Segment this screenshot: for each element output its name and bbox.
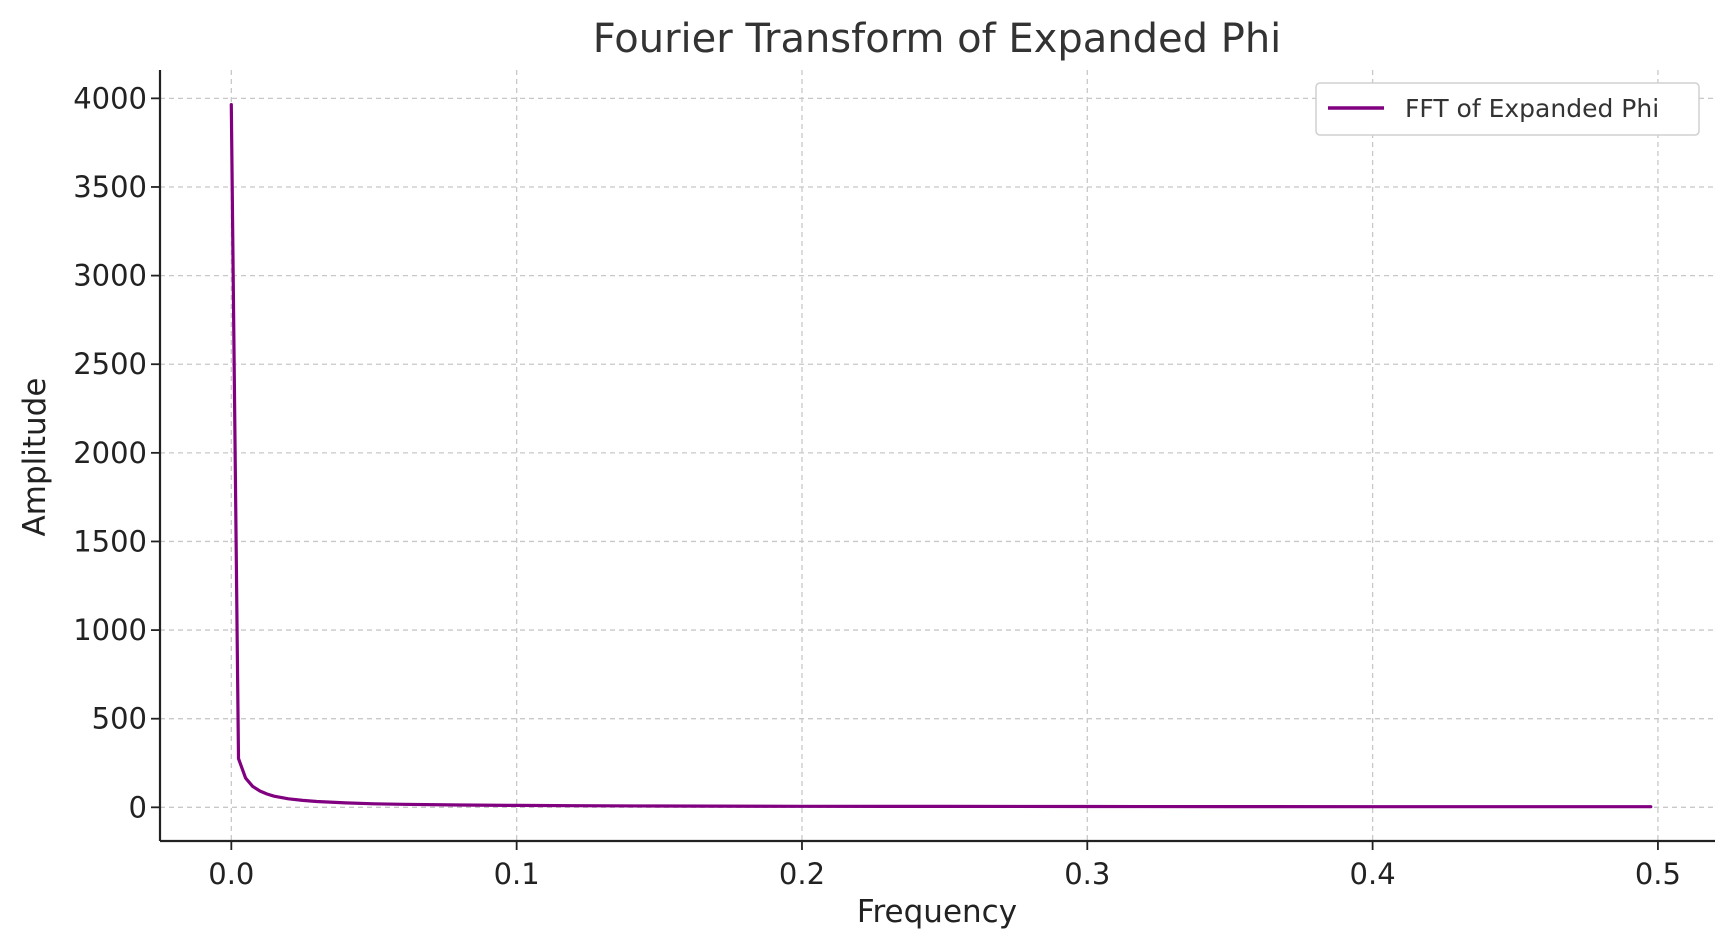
- y-tick-label: 500: [92, 702, 147, 736]
- series-line-fft: [229, 102, 1653, 809]
- y-tick-label: 1000: [73, 613, 147, 647]
- y-tick-label: 4000: [73, 81, 147, 115]
- x-tick-label: 0.3: [1064, 857, 1110, 891]
- legend: FFT of Expanded Phi: [1315, 82, 1700, 136]
- x-axis-ticks: 0.0 0.1 0.2 0.3 0.4 0.5: [208, 841, 1681, 891]
- y-tick-label: 2500: [73, 347, 147, 381]
- y-tick-label: 0: [129, 790, 147, 824]
- y-tick-label: 3000: [73, 259, 147, 293]
- x-tick-label: 0.4: [1350, 857, 1396, 891]
- y-tick-label: 1500: [73, 524, 147, 558]
- x-tick-label: 0.0: [208, 857, 254, 891]
- y-axis-label: Amplitude: [17, 378, 53, 537]
- x-axis-label: Frequency: [857, 894, 1017, 930]
- y-tick-label: 2000: [73, 436, 147, 470]
- x-tick-label: 0.5: [1635, 857, 1681, 891]
- chart-title: Fourier Transform of Expanded Phi: [593, 16, 1282, 62]
- legend-box: [1315, 82, 1700, 136]
- y-axis-ticks: 0 500 1000 1500 2000 2500 3000 3500 4000: [73, 81, 160, 824]
- x-tick-label: 0.1: [494, 857, 540, 891]
- grid: [160, 70, 1715, 841]
- legend-label: FFT of Expanded Phi: [1405, 94, 1659, 123]
- series-layer: [229, 102, 1653, 809]
- y-tick-label: 3500: [73, 170, 147, 204]
- axes: [158, 70, 1715, 843]
- x-tick-label: 0.2: [779, 857, 825, 891]
